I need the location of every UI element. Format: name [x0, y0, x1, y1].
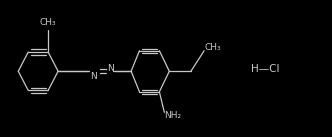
Text: N: N [108, 64, 114, 73]
Text: NH₂: NH₂ [164, 111, 182, 120]
Text: CH₃: CH₃ [40, 18, 56, 27]
Text: H—Cl: H—Cl [251, 64, 280, 73]
Text: CH₃: CH₃ [204, 43, 221, 52]
Text: N: N [91, 72, 97, 81]
